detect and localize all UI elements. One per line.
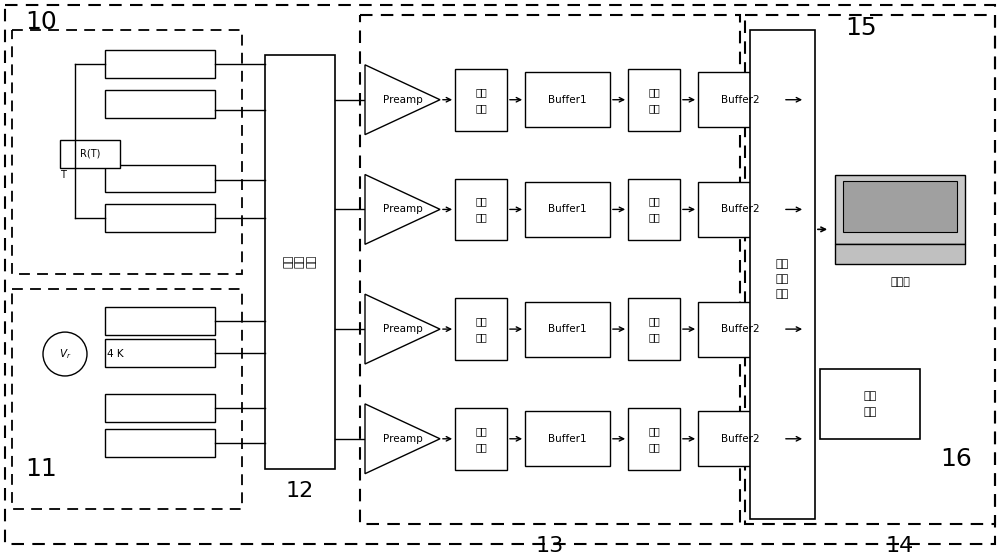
Text: 滤波: 滤波 — [648, 196, 660, 206]
Circle shape — [43, 332, 87, 376]
Text: 滤波: 滤波 — [475, 86, 487, 97]
Bar — [628, 179, 680, 240]
Bar — [12, 289, 242, 508]
Bar — [628, 69, 680, 131]
Text: 14: 14 — [886, 536, 914, 556]
Text: 4 K: 4 K — [107, 349, 123, 359]
Bar — [455, 179, 507, 240]
Text: 滤波: 滤波 — [648, 426, 660, 436]
Text: 器一: 器一 — [475, 442, 487, 452]
Text: $V_r$: $V_r$ — [59, 347, 71, 361]
Text: 电路: 电路 — [776, 289, 789, 299]
Text: 滤波: 滤波 — [648, 86, 660, 97]
Bar — [455, 408, 507, 470]
Text: 13: 13 — [536, 536, 564, 556]
Text: Buffer2: Buffer2 — [721, 204, 760, 214]
Bar — [12, 30, 242, 274]
Bar — [698, 411, 783, 466]
Bar — [455, 298, 507, 360]
Text: R(T): R(T) — [80, 148, 100, 158]
Text: 10: 10 — [25, 10, 57, 34]
Text: 16: 16 — [940, 447, 972, 471]
Text: 器一: 器一 — [475, 103, 487, 113]
Text: 滤波: 滤波 — [475, 426, 487, 436]
Text: 器二: 器二 — [648, 213, 660, 223]
Bar — [105, 165, 215, 193]
Text: Buffer2: Buffer2 — [721, 324, 760, 334]
Bar — [105, 307, 215, 335]
Text: Buffer2: Buffer2 — [721, 95, 760, 105]
Text: 计算机: 计算机 — [890, 277, 910, 287]
Text: 15: 15 — [845, 16, 877, 40]
Bar — [105, 394, 215, 422]
Text: Buffer1: Buffer1 — [548, 434, 587, 444]
Text: 器一: 器一 — [475, 213, 487, 223]
Bar — [628, 298, 680, 360]
Text: 采集: 采集 — [776, 274, 789, 284]
Text: 电路: 电路 — [863, 407, 877, 417]
Text: T: T — [60, 170, 66, 180]
Text: 器二: 器二 — [648, 103, 660, 113]
Text: Preamp: Preamp — [383, 204, 422, 214]
Text: Preamp: Preamp — [383, 434, 422, 444]
Bar — [105, 339, 215, 367]
Bar — [745, 15, 995, 523]
Bar — [843, 180, 957, 232]
Polygon shape — [365, 65, 440, 134]
Bar — [60, 140, 120, 167]
Bar — [455, 69, 507, 131]
Bar — [835, 175, 965, 244]
Text: 滤波: 滤波 — [475, 196, 487, 206]
Bar — [105, 429, 215, 457]
Bar — [525, 411, 610, 466]
Text: Preamp: Preamp — [383, 95, 422, 105]
Text: 滤波: 滤波 — [648, 316, 660, 326]
Text: 器二: 器二 — [648, 442, 660, 452]
Bar — [525, 73, 610, 127]
Text: 12: 12 — [286, 480, 314, 501]
Bar — [628, 408, 680, 470]
Text: Buffer1: Buffer1 — [548, 95, 587, 105]
Bar — [820, 369, 920, 439]
Bar — [698, 302, 783, 357]
Polygon shape — [365, 294, 440, 364]
Text: 时序: 时序 — [863, 391, 877, 401]
Bar — [265, 55, 335, 469]
Text: 器二: 器二 — [648, 332, 660, 342]
Text: 数据: 数据 — [776, 259, 789, 270]
Bar — [105, 90, 215, 118]
Text: 器一: 器一 — [475, 332, 487, 342]
Polygon shape — [365, 404, 440, 474]
Bar — [525, 182, 610, 237]
Bar — [750, 30, 815, 518]
Text: Buffer1: Buffer1 — [548, 324, 587, 334]
Text: Buffer1: Buffer1 — [548, 204, 587, 214]
Bar — [698, 73, 783, 127]
Bar — [105, 50, 215, 78]
Text: 开关
转换
电路: 开关 转换 电路 — [283, 255, 317, 268]
Polygon shape — [365, 175, 440, 244]
Bar — [835, 244, 965, 264]
Text: Preamp: Preamp — [383, 324, 422, 334]
Bar — [525, 302, 610, 357]
Bar — [698, 182, 783, 237]
Text: 11: 11 — [25, 456, 57, 480]
Text: Buffer2: Buffer2 — [721, 434, 760, 444]
Bar — [105, 204, 215, 232]
Text: 滤波: 滤波 — [475, 316, 487, 326]
Bar — [360, 15, 740, 523]
